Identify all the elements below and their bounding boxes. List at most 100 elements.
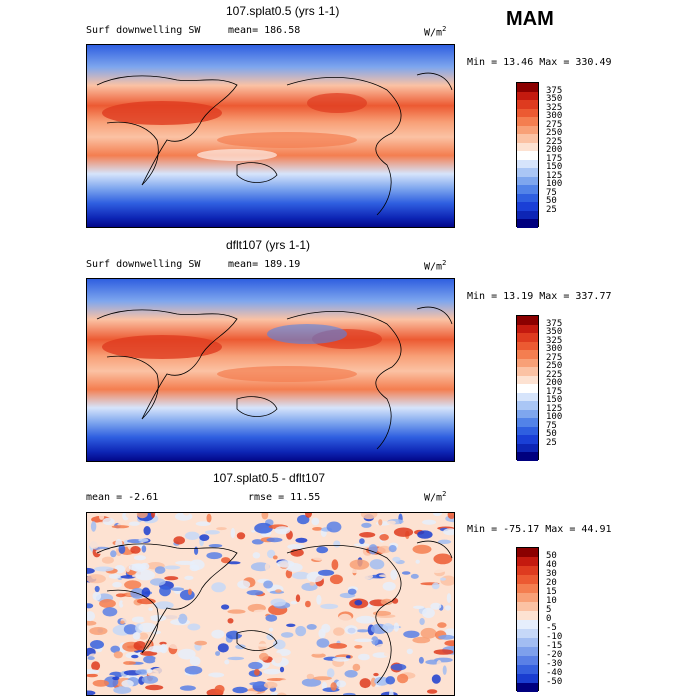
colorbar-tick-label: 125: [546, 403, 563, 414]
colorbar-tick-label: 350: [546, 94, 563, 105]
colorbar-swatch: [517, 219, 538, 228]
panel2-mean: mean= 189.19: [228, 259, 301, 270]
colorbar-swatch: [517, 159, 538, 169]
panel1-map-field: [87, 45, 454, 227]
colorbar-swatch: [517, 409, 538, 419]
colorbar-swatch: [517, 117, 538, 126]
colorbar-swatch: [517, 629, 538, 638]
panel3-rmse: rmse = 11.55: [248, 492, 321, 503]
colorbar-swatch: [517, 392, 538, 402]
panel2-colorbar-labels: 375 350 325 300 275 250 225 200 175 150 125 100 75 50…: [546, 315, 586, 460]
colorbar-swatch: [517, 566, 538, 575]
colorbar-tick-label: 50: [546, 196, 557, 207]
colorbar-tick-label: 200: [546, 145, 563, 156]
colorbar-swatch: [517, 611, 538, 620]
panel2-map: [86, 278, 455, 462]
panel3-mean: mean = -2.61: [86, 492, 159, 503]
colorbar-swatch: [517, 575, 538, 584]
colorbar-swatch: [517, 674, 538, 683]
colorbar-tick-label: 40: [546, 560, 557, 570]
panel3-map: [86, 512, 455, 696]
colorbar-swatch: [517, 210, 538, 220]
colorbar-swatch: [517, 100, 538, 109]
colorbar-swatch: [517, 134, 538, 143]
colorbar-swatch: [517, 401, 538, 410]
colorbar-swatch: [517, 384, 538, 393]
colorbar-tick-label: 125: [546, 170, 563, 181]
colorbar-tick-label: 250: [546, 361, 563, 372]
colorbar-swatch: [517, 647, 538, 656]
colorbar-tick-label: -10: [546, 632, 563, 642]
colorbar-tick-label: 275: [546, 119, 563, 130]
colorbar-tick-label: 300: [546, 111, 563, 122]
colorbar-swatch: [517, 443, 538, 453]
season-label: MAM: [506, 8, 554, 30]
colorbar-swatch: [517, 316, 538, 325]
colorbar-swatch: [517, 350, 538, 359]
colorbar-tick-label: 5: [546, 605, 552, 615]
panel3-minmax: Min = -75.17 Max = 44.91: [467, 524, 612, 535]
colorbar-tick-label: 100: [546, 179, 563, 190]
panel2-map-field: [87, 279, 454, 461]
colorbar-swatch: [517, 202, 538, 211]
colorbar-tick-label: 300: [546, 344, 563, 355]
colorbar-swatch: [517, 602, 538, 611]
colorbar-swatch: [517, 125, 538, 135]
colorbar-swatch: [517, 83, 538, 92]
colorbar-tick-label: 325: [546, 335, 563, 346]
colorbar-swatch: [517, 557, 538, 566]
colorbar-tick-label: 25: [546, 204, 557, 215]
colorbar-tick-label: 375: [546, 85, 563, 96]
colorbar-swatch: [517, 683, 538, 692]
colorbar-swatch: [517, 185, 538, 194]
difference-field: [87, 513, 454, 695]
colorbar-tick-label: -30: [546, 659, 563, 669]
colorbar-tick-label: -40: [546, 668, 563, 678]
colorbar-tick-label: 250: [546, 128, 563, 139]
colorbar-swatch: [517, 324, 538, 334]
colorbar-tick-label: -5: [546, 623, 557, 633]
panel3-title: 107.splat0.5 - dflt107: [213, 471, 326, 485]
colorbar-tick-label: 350: [546, 327, 563, 338]
colorbar-swatch: [517, 142, 538, 152]
colorbar-swatch: [517, 108, 538, 118]
panel2-colorbar: [516, 315, 539, 461]
colorbar-tick-label: 30: [546, 569, 557, 579]
colorbar-swatch: [517, 341, 538, 351]
colorbar-swatch: [517, 418, 538, 427]
colorbar-tick-label: 20: [546, 578, 557, 588]
colorbar-tick-label: 225: [546, 136, 563, 147]
colorbar-swatch: [517, 367, 538, 376]
panel1-colorbar: [516, 82, 539, 228]
colorbar-tick-label: 175: [546, 386, 563, 397]
colorbar-swatch: [517, 452, 538, 461]
colorbar-tick-label: -20: [546, 650, 563, 660]
panel1-minmax: Min = 13.46 Max = 330.49: [467, 57, 612, 68]
colorbar-tick-label: 100: [546, 412, 563, 423]
colorbar-tick-label: 225: [546, 369, 563, 380]
colorbar-swatch: [517, 435, 538, 444]
colorbar-tick-label: 50: [546, 429, 557, 440]
panel1-variable: Surf downwelling SW: [86, 25, 201, 36]
panel3-units: W/m2: [424, 490, 447, 504]
panel2-variable: Surf downwelling SW: [86, 259, 201, 270]
colorbar-swatch: [517, 358, 538, 368]
panel3-map-field: [87, 513, 454, 695]
colorbar-swatch: [517, 665, 538, 674]
colorbar-swatch: [517, 584, 538, 593]
panel1-title: 107.splat0.5 (yrs 1-1): [226, 4, 340, 18]
colorbar-tick-label: 200: [546, 378, 563, 389]
colorbar-swatch: [517, 91, 538, 101]
colorbar-tick-label: -15: [546, 641, 563, 651]
colorbar-swatch: [517, 620, 538, 629]
colorbar-swatch: [517, 638, 538, 647]
colorbar-tick-label: 25: [546, 437, 557, 448]
colorbar-swatch: [517, 593, 538, 602]
colorbar-tick-label: 75: [546, 187, 557, 198]
colorbar-tick-label: -50: [546, 677, 563, 687]
colorbar-swatch: [517, 375, 538, 385]
panel2-title: dflt107 (yrs 1-1): [226, 238, 311, 252]
colorbar-tick-label: 175: [546, 153, 563, 164]
panel1-mean: mean= 186.58: [228, 25, 301, 36]
colorbar-tick-label: 275: [546, 352, 563, 363]
